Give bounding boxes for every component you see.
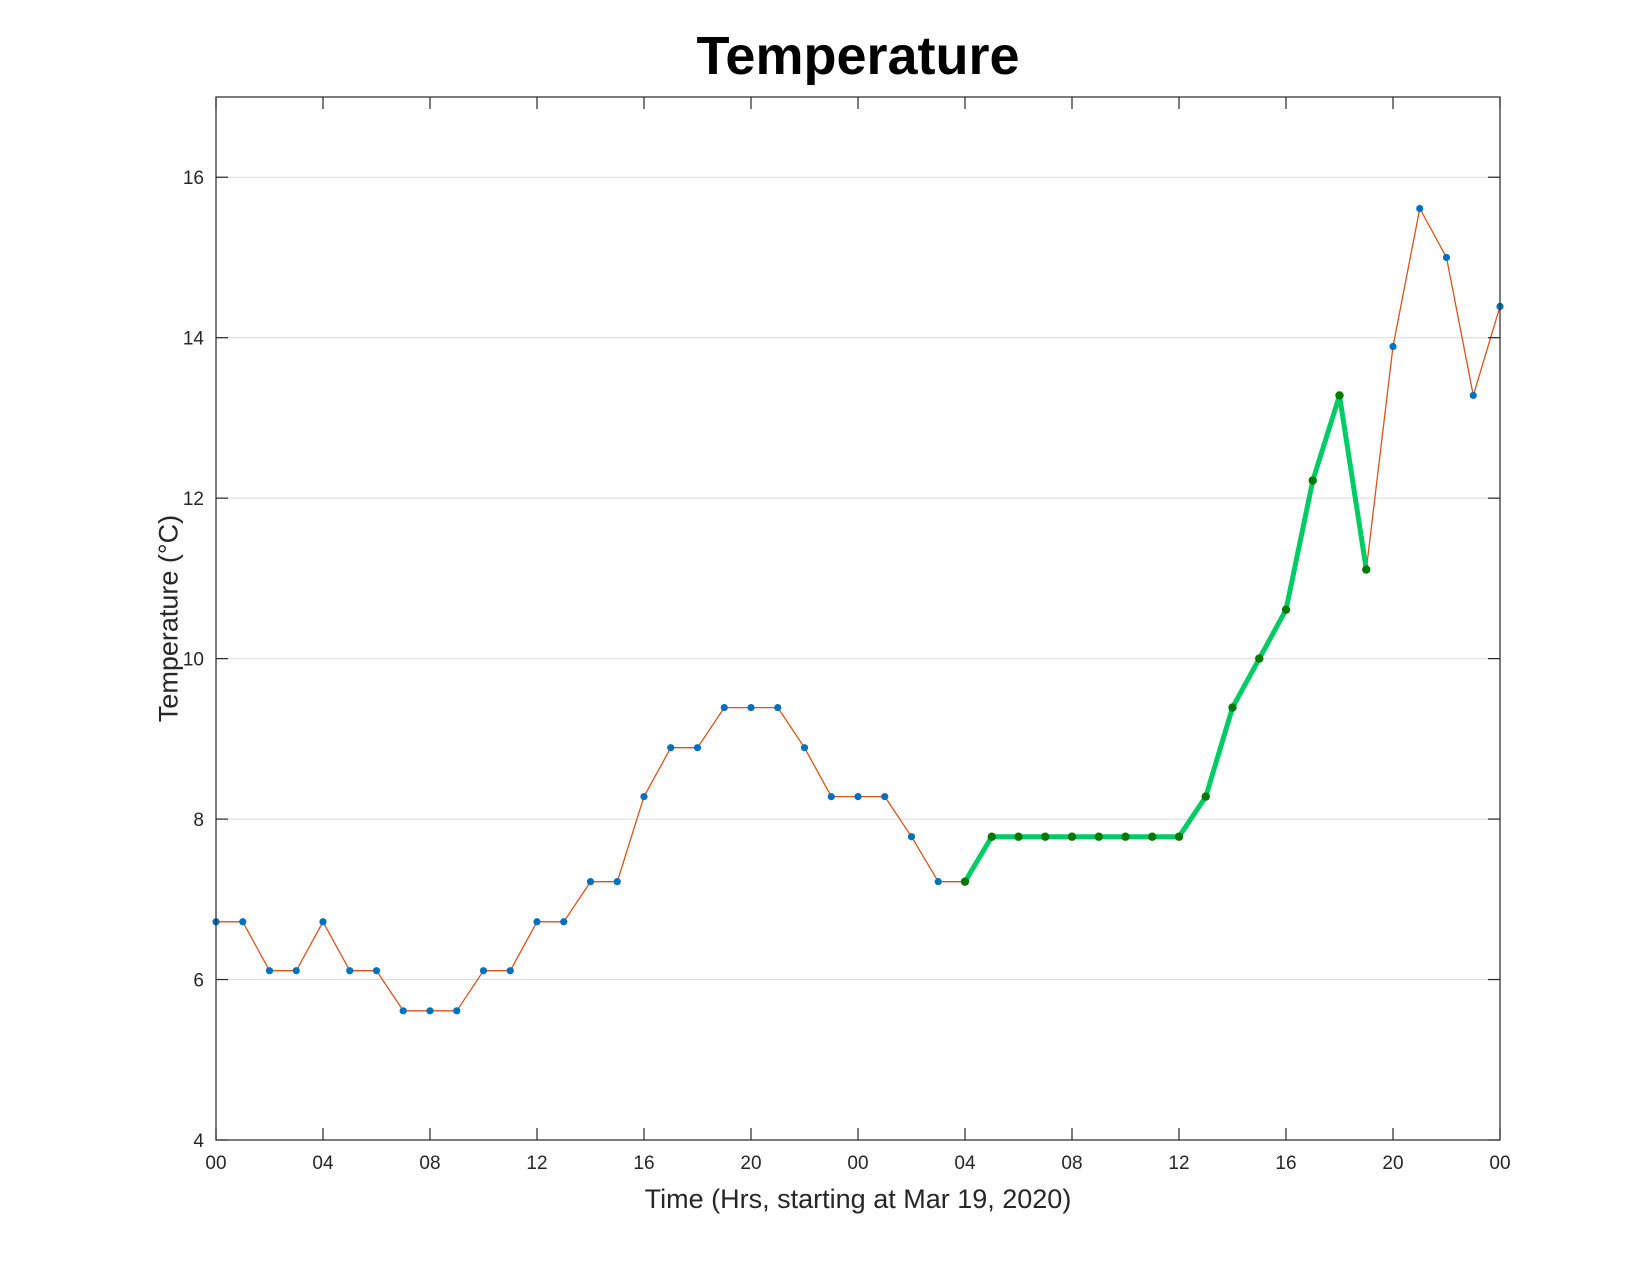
- all-temperature-point: [399, 1007, 407, 1015]
- highlighted-temperature-point: [1228, 703, 1237, 712]
- highlighted-temperature-point: [1121, 832, 1130, 841]
- x-tick-label: 08: [1061, 1153, 1082, 1174]
- highlighted-temperature-point: [987, 832, 996, 841]
- x-tick-label: 20: [1382, 1153, 1403, 1174]
- x-tick-label: 12: [1168, 1153, 1189, 1174]
- all-temperature-point: [827, 793, 835, 801]
- all-temperature-point: [640, 793, 648, 801]
- y-tick-label: 4: [193, 1131, 204, 1152]
- highlighted-temperature-line: [962, 393, 1369, 885]
- all-temperature-point: [934, 878, 942, 886]
- all-temperature-point: [667, 744, 675, 752]
- all-temperature-point: [372, 967, 381, 975]
- highlighted-temperature-point: [1067, 832, 1077, 841]
- all-temperature-point: [1389, 342, 1397, 351]
- highlighted-temperature-point: [1041, 832, 1050, 841]
- plot-frame: [215, 96, 1501, 1141]
- highlighted-temperature-point: [1362, 565, 1371, 574]
- y-tick-label: 14: [183, 329, 205, 350]
- all-temperature-point: [1442, 253, 1451, 262]
- x-tick-label: 00: [847, 1153, 868, 1174]
- x-tick-label: 00: [205, 1153, 226, 1174]
- all-temperature-point: [533, 918, 541, 926]
- x-tick-label: 00: [1489, 1153, 1510, 1174]
- highlighted-temperature-point: [1014, 832, 1023, 841]
- x-tick-label: 04: [954, 1153, 976, 1174]
- x-axis-label: Time (Hrs, starting at Mar 19, 2020): [645, 1184, 1072, 1214]
- highlighted-temperature-point: [1308, 476, 1317, 485]
- all-temperature-point: [1416, 204, 1424, 213]
- x-tick-label: 16: [1275, 1153, 1296, 1174]
- highlighted-temperature-point: [1201, 792, 1210, 801]
- y-tick-label: 12: [183, 489, 204, 510]
- y-tick-label: 8: [193, 810, 204, 831]
- all-temperature-point: [774, 703, 782, 712]
- y-axis-label: Temperature (°C): [153, 515, 183, 722]
- all-temperature-point: [854, 793, 862, 801]
- all-temperature-point: [265, 967, 274, 975]
- all-temperature-point: [506, 967, 514, 975]
- grid-lines: [216, 176, 1500, 1141]
- y-tick-label: 16: [183, 168, 204, 189]
- highlighted-temperature-point: [1094, 832, 1103, 841]
- all-temperature-point: [560, 918, 568, 926]
- all-temperature-point: [613, 878, 621, 886]
- highlighted-temperature-point: [1281, 605, 1291, 614]
- all-temperature-point: [453, 1007, 461, 1015]
- y-tick-label: 6: [193, 971, 204, 992]
- all-temperature-point: [720, 703, 728, 712]
- y-tick-label: 10: [183, 650, 204, 671]
- x-tick-label: 16: [633, 1153, 654, 1174]
- highlighted-temperature-point: [1255, 654, 1264, 663]
- all-temperature-point: [586, 878, 595, 886]
- all-temperature-point: [693, 744, 702, 752]
- series-layer: [212, 204, 1504, 1015]
- all-temperature-point: [800, 744, 809, 752]
- all-temperature-point: [1469, 391, 1477, 400]
- all-temperature-point: [426, 1007, 434, 1015]
- all-temperature-point: [479, 967, 488, 975]
- highlighted-temperature-point: [1335, 391, 1344, 400]
- all-temperature-point: [319, 918, 327, 926]
- chart-title: Temperature: [696, 26, 1019, 86]
- all-temperature-point: [239, 918, 247, 926]
- all-temperature-point: [292, 967, 300, 975]
- x-tick-label: 08: [419, 1153, 440, 1174]
- all-temperature-point: [346, 967, 354, 975]
- all-temperature-point: [747, 703, 755, 712]
- all-temperature-point: [881, 793, 889, 801]
- x-tick-label: 20: [740, 1153, 761, 1174]
- x-tick-label: 12: [526, 1153, 547, 1174]
- x-tick-label: 04: [312, 1153, 334, 1174]
- highlighted-temperature-point: [1148, 832, 1157, 841]
- highlighted-temperature-point: [960, 877, 970, 886]
- highlighted-temperature-point: [1174, 832, 1184, 841]
- all-temperature-line: [215, 207, 1501, 1012]
- axis-ticks: 4 6 8 10 12 14 16 00 04 08 12 16 20 00 04 08 12 16 20 00: [183, 97, 1511, 1174]
- all-temperature-point: [907, 833, 916, 841]
